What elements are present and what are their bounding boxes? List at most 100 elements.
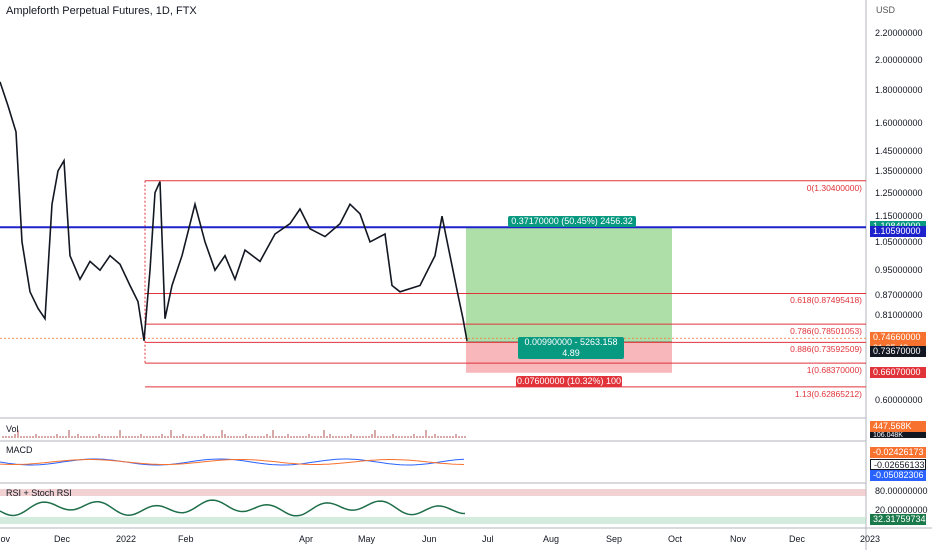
volume-bar [179, 436, 181, 438]
volume-bar [59, 436, 61, 438]
volume-bar [386, 436, 388, 438]
volume-bar [74, 436, 76, 438]
volume-bar [47, 436, 49, 438]
volume-bar [464, 436, 466, 438]
volume-bar [35, 434, 37, 438]
price-series [0, 81, 468, 341]
volume-bar [323, 430, 325, 438]
volume-bar [401, 436, 403, 438]
volume-bar [68, 430, 70, 438]
volume-bar [353, 436, 355, 438]
volume-bar [113, 436, 115, 438]
volume-bar [32, 436, 34, 438]
volume-bar [425, 430, 427, 438]
rsi-tag: 32.31759734 [870, 514, 926, 525]
rsi-line [0, 499, 466, 517]
volume-bar [89, 436, 91, 438]
volume-bar [77, 434, 79, 438]
volume-bar [11, 436, 13, 438]
volume-bar [290, 436, 292, 438]
volume-bar [38, 436, 40, 438]
volume-bar [251, 436, 253, 438]
volume-bar [422, 436, 424, 438]
volume-bar [134, 436, 136, 438]
volume-bar [365, 436, 367, 438]
price-tag: 1.10590000 [870, 226, 926, 238]
volume-bar [449, 436, 451, 438]
volume-bar [428, 436, 430, 438]
volume-bar [5, 436, 7, 438]
volume-bar [332, 436, 334, 438]
price-tick: 0.95000000 [875, 265, 923, 276]
volume-bar [443, 436, 445, 438]
volume-bar [299, 436, 301, 438]
volume-bar [455, 434, 457, 438]
volume-bar [275, 436, 277, 438]
volume-bar [131, 436, 133, 438]
volume-bar [371, 434, 373, 438]
volume-bar [296, 436, 298, 438]
volume-bar [56, 434, 58, 438]
fib-level-label: 1.13(0.62865212) [794, 388, 862, 399]
volume-bar [53, 436, 55, 438]
volume-bar [2, 436, 4, 438]
price-tick: 1.05000000 [875, 236, 923, 247]
volume-bar [86, 436, 88, 438]
volume-bar [17, 430, 19, 438]
price-tick: 1.45000000 [875, 145, 923, 156]
volume-bar [170, 430, 172, 438]
volume-bar [338, 436, 340, 438]
macd-label: MACD [6, 445, 33, 455]
volume-bar [176, 436, 178, 438]
volume-bar [65, 436, 67, 438]
volume-bar [347, 436, 349, 438]
volume-bar [410, 436, 412, 438]
volume-bar [167, 436, 169, 438]
volume-bar [314, 436, 316, 438]
volume-bar [293, 436, 295, 438]
price-tick: 1.35000000 [875, 165, 923, 176]
volume-bar [434, 434, 436, 438]
price-tag: 0.74660000 [870, 332, 926, 344]
time-tick: Jul [482, 534, 494, 544]
volume-bar [158, 436, 160, 438]
volume-bar [335, 436, 337, 438]
volume-bar [101, 436, 103, 438]
volume-bar [14, 434, 16, 438]
volume-bar [95, 436, 97, 438]
volume-bar [200, 436, 202, 438]
volume-bar [305, 436, 307, 438]
volume-bar [119, 430, 121, 438]
volume-bar [398, 436, 400, 438]
volume-bar [197, 436, 199, 438]
volume-bar [431, 436, 433, 438]
volume-bar [461, 436, 463, 438]
volume-bar [116, 436, 118, 438]
price-tick: 0.87000000 [875, 290, 923, 301]
volume-bar [272, 430, 274, 438]
volume-bar [155, 436, 157, 438]
volume-bar [446, 436, 448, 438]
volume-bar [143, 436, 145, 438]
volume-bar [263, 436, 265, 438]
volume-bar [458, 436, 460, 438]
volume-bar [389, 436, 391, 438]
fib-level-label: 0.886(0.73592509) [790, 344, 862, 355]
fib-level-label: 0.786(0.78501053) [790, 326, 862, 337]
volume-bar [320, 436, 322, 438]
macd-tag-2: -0.02656133 [870, 459, 926, 470]
time-tick: Nov [0, 534, 11, 544]
volume-bar [311, 436, 313, 438]
volume-bar [278, 436, 280, 438]
time-tick: Nov [730, 534, 747, 544]
volume-bar [41, 436, 43, 438]
volume-bar [233, 436, 235, 438]
volume-bar [254, 436, 256, 438]
volume-label: Vol [6, 424, 19, 434]
volume-bar [215, 436, 217, 438]
volume-bar [92, 436, 94, 438]
volume-bar [104, 436, 106, 438]
volume-bar [437, 436, 439, 438]
volume-bar [368, 436, 370, 438]
